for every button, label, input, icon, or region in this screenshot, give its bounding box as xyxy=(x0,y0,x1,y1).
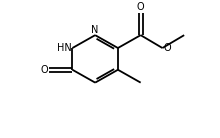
Text: N: N xyxy=(92,25,99,35)
Text: O: O xyxy=(40,65,48,75)
Text: HN: HN xyxy=(57,43,72,53)
Text: O: O xyxy=(163,43,171,53)
Text: O: O xyxy=(137,2,145,12)
